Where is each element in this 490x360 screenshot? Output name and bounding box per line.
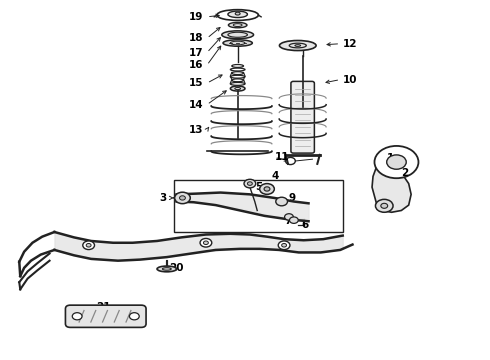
Circle shape bbox=[282, 243, 287, 247]
Text: 13: 13 bbox=[189, 125, 203, 135]
FancyBboxPatch shape bbox=[291, 81, 315, 153]
Ellipse shape bbox=[157, 266, 176, 272]
Text: 21: 21 bbox=[96, 302, 110, 312]
Ellipse shape bbox=[235, 12, 240, 15]
Polygon shape bbox=[372, 155, 411, 212]
Circle shape bbox=[381, 203, 388, 208]
Circle shape bbox=[200, 238, 212, 247]
Circle shape bbox=[264, 187, 270, 191]
Circle shape bbox=[83, 241, 95, 249]
Ellipse shape bbox=[228, 11, 247, 18]
Bar bbox=[174, 180, 343, 232]
Text: 20: 20 bbox=[169, 263, 184, 273]
Text: 16: 16 bbox=[189, 60, 203, 70]
Circle shape bbox=[276, 197, 288, 206]
Text: 5: 5 bbox=[255, 182, 262, 192]
Circle shape bbox=[179, 196, 185, 200]
Ellipse shape bbox=[230, 86, 245, 91]
Circle shape bbox=[387, 155, 406, 169]
Text: 9: 9 bbox=[289, 193, 296, 203]
Text: 19: 19 bbox=[189, 12, 203, 22]
Text: 2: 2 bbox=[401, 168, 409, 178]
Circle shape bbox=[244, 179, 256, 188]
Text: 15: 15 bbox=[189, 78, 203, 88]
Circle shape bbox=[73, 313, 82, 320]
Text: 12: 12 bbox=[343, 39, 357, 49]
Text: 3: 3 bbox=[160, 193, 167, 203]
Ellipse shape bbox=[223, 40, 252, 46]
Text: 6: 6 bbox=[301, 220, 308, 230]
Text: 1: 1 bbox=[387, 153, 394, 163]
Circle shape bbox=[174, 192, 190, 204]
Text: 7: 7 bbox=[284, 216, 292, 226]
Circle shape bbox=[374, 146, 418, 178]
FancyBboxPatch shape bbox=[66, 305, 146, 327]
Circle shape bbox=[203, 241, 208, 244]
Circle shape bbox=[278, 241, 290, 249]
Text: 17: 17 bbox=[189, 48, 203, 58]
Ellipse shape bbox=[279, 41, 316, 50]
Text: 14: 14 bbox=[189, 100, 203, 110]
Circle shape bbox=[285, 214, 294, 220]
Circle shape bbox=[129, 313, 139, 320]
Circle shape bbox=[260, 184, 274, 194]
Text: 10: 10 bbox=[343, 75, 357, 85]
Text: 4: 4 bbox=[272, 171, 279, 181]
Circle shape bbox=[86, 243, 91, 247]
Text: 11: 11 bbox=[274, 152, 289, 162]
Ellipse shape bbox=[295, 45, 301, 46]
Text: 8: 8 bbox=[180, 193, 188, 203]
Circle shape bbox=[290, 217, 298, 224]
Circle shape bbox=[247, 182, 252, 185]
Circle shape bbox=[375, 199, 393, 212]
Text: 18: 18 bbox=[189, 33, 203, 43]
Ellipse shape bbox=[228, 22, 247, 28]
Ellipse shape bbox=[222, 31, 253, 39]
